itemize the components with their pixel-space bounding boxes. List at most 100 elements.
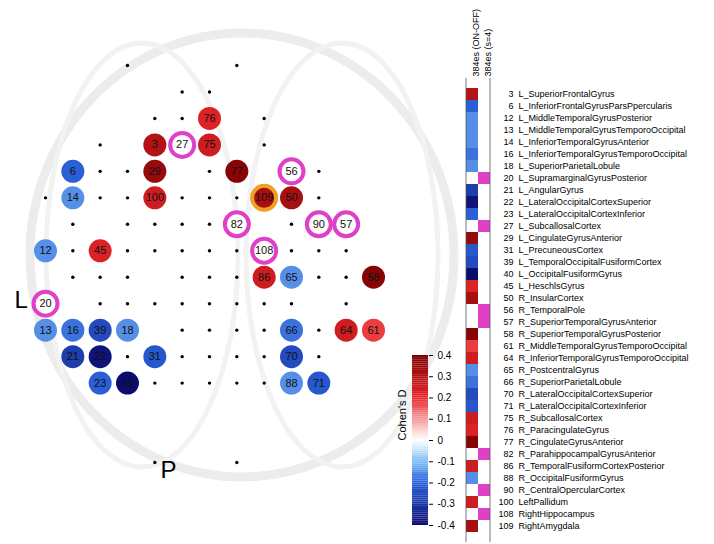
svg-text:70: 70 [503,389,513,399]
svg-text:13: 13 [503,125,513,135]
svg-text:23: 23 [94,377,106,389]
svg-text:RightHippocampus: RightHippocampus [519,509,596,519]
svg-text:90: 90 [503,485,513,495]
svg-text:22: 22 [94,350,106,362]
svg-text:75: 75 [503,413,513,423]
svg-text:58: 58 [503,329,513,339]
svg-text:L_SubcallosalCortex: L_SubcallosalCortex [519,221,602,231]
svg-text:3: 3 [152,138,158,150]
svg-text:82: 82 [231,218,243,230]
svg-text:R_ParacingulateGyrus: R_ParacingulateGyrus [519,425,610,435]
svg-text:R_PostcentralGyrus: R_PostcentralGyrus [519,365,600,375]
svg-text:-0.3: -0.3 [438,498,456,509]
svg-text:61: 61 [503,341,513,351]
svg-text:40: 40 [121,377,133,389]
svg-text:64: 64 [503,353,513,363]
svg-text:L_AngularGyrus: L_AngularGyrus [519,185,585,195]
svg-text:18: 18 [121,324,133,336]
svg-text:R_InferiorTemporalGyrusTemporo: R_InferiorTemporalGyrusTemporoOccipital [519,353,689,363]
svg-text:20: 20 [503,173,513,183]
svg-text:75: 75 [203,138,215,150]
svg-text:384es (s=4): 384es (s=4) [483,29,493,77]
svg-text:R_LateralOccipitalCortexInferi: R_LateralOccipitalCortexInferior [519,401,647,411]
svg-text:100: 100 [498,497,513,507]
svg-text:45: 45 [94,244,106,256]
svg-text:109: 109 [255,191,273,203]
svg-text:50: 50 [503,293,513,303]
svg-text:16: 16 [67,324,79,336]
svg-text:0: 0 [438,435,444,446]
svg-text:R_CingulateGyrusAnterior: R_CingulateGyrusAnterior [519,437,624,447]
svg-text:31: 31 [149,350,161,362]
svg-text:29: 29 [149,165,161,177]
svg-text:109: 109 [498,521,513,531]
svg-text:86: 86 [503,461,513,471]
svg-text:-0.2: -0.2 [438,477,456,488]
svg-text:R_TemporalPole: R_TemporalPole [519,305,586,315]
svg-text:12: 12 [503,113,513,123]
svg-text:R_LateralOccipitalCortexSuperi: R_LateralOccipitalCortexSuperior [519,389,653,399]
svg-text:90: 90 [313,218,325,230]
svg-text:39: 39 [94,324,106,336]
svg-text:L_SuperiorParietalLobule: L_SuperiorParietalLobule [519,161,621,171]
svg-text:29: 29 [503,233,513,243]
svg-text:L_InferiorTemporalGyrusTemporo: L_InferiorTemporalGyrusTemporoOccipital [519,149,688,159]
svg-text:L_LateralOccipitalCortexSuperi: L_LateralOccipitalCortexSuperior [519,197,652,207]
svg-text:R_SuperiorParietalLobule: R_SuperiorParietalLobule [519,377,622,387]
svg-text:66: 66 [285,324,297,336]
svg-text:L_TemporalOccipitalFusiformCor: L_TemporalOccipitalFusiformCortex [519,257,663,267]
svg-text:71: 71 [313,377,325,389]
svg-text:57: 57 [340,218,352,230]
svg-text:39: 39 [503,257,513,267]
svg-text:R_SubcallosalCortex: R_SubcallosalCortex [519,413,604,423]
svg-text:0.3: 0.3 [438,371,452,382]
svg-text:40: 40 [503,269,513,279]
svg-text:-0.1: -0.1 [438,456,456,467]
svg-text:100: 100 [146,191,164,203]
svg-text:56: 56 [285,165,297,177]
svg-text:50: 50 [285,191,297,203]
svg-text:27: 27 [503,221,513,231]
svg-text:6: 6 [70,165,76,177]
svg-text:16: 16 [503,149,513,159]
svg-text:77: 77 [231,165,243,177]
svg-text:77: 77 [503,437,513,447]
svg-text:L_InferiorTemporalGyrusAnterio: L_InferiorTemporalGyrusAnterior [519,137,650,147]
svg-text:-0.4: -0.4 [438,520,456,531]
svg-text:12: 12 [39,244,51,256]
svg-text:45: 45 [503,281,513,291]
svg-text:R_CentralOpercularCortex: R_CentralOpercularCortex [519,485,626,495]
svg-text:Cohen's D: Cohen's D [396,389,408,440]
svg-text:R_MiddleTemporalGyrusTemporoOc: R_MiddleTemporalGyrusTemporoOccipital [519,341,688,351]
svg-text:76: 76 [503,425,513,435]
svg-text:R_TemporalFusiformCortexPoster: R_TemporalFusiformCortexPosterior [519,461,665,471]
svg-text:13: 13 [39,324,51,336]
svg-text:108: 108 [498,509,513,519]
svg-text:R_ParahippocampalGyrusAnterior: R_ParahippocampalGyrusAnterior [519,449,656,459]
svg-text:R_SuperiorTemporalGyrusAnterio: R_SuperiorTemporalGyrusAnterior [519,317,657,327]
svg-text:L_LateralOccipitalCortexInferi: L_LateralOccipitalCortexInferior [519,209,646,219]
svg-text:65: 65 [503,365,513,375]
svg-text:71: 71 [503,401,513,411]
svg-text:64: 64 [340,324,352,336]
svg-text:0.2: 0.2 [438,392,452,403]
svg-text:6: 6 [508,101,513,111]
svg-text:58: 58 [367,271,379,283]
svg-text:L_SuperiorFrontalGyrus: L_SuperiorFrontalGyrus [519,89,616,99]
svg-text:22: 22 [503,197,513,207]
svg-text:R_OccipitalFusiformGyrus: R_OccipitalFusiformGyrus [519,473,625,483]
svg-text:21: 21 [503,185,513,195]
svg-text:56: 56 [503,305,513,315]
svg-text:P: P [161,456,177,483]
svg-text:82: 82 [503,449,513,459]
svg-text:76: 76 [203,112,215,124]
svg-text:L_MiddleTemporalGyrusTemporoOc: L_MiddleTemporalGyrusTemporoOccipital [519,125,686,135]
svg-text:L: L [15,286,28,313]
svg-text:L_PrecuneousCortex: L_PrecuneousCortex [519,245,604,255]
svg-text:88: 88 [285,377,297,389]
svg-text:R_SuperiorTemporalGyrusPosteri: R_SuperiorTemporalGyrusPosterior [519,329,662,339]
svg-text:88: 88 [503,473,513,483]
svg-text:14: 14 [503,137,513,147]
svg-text:RightAmygdala: RightAmygdala [519,521,580,531]
svg-text:R_InsularCortex: R_InsularCortex [519,293,585,303]
